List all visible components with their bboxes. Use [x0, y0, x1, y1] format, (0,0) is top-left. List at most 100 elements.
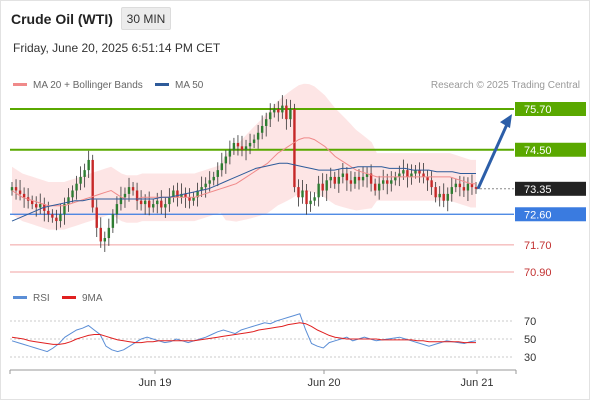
candle-body [248, 142, 252, 147]
candle-body [107, 227, 111, 239]
candle-body [200, 187, 203, 191]
candle-body [240, 146, 244, 150]
candle-body [466, 183, 470, 191]
candle-body [281, 105, 284, 113]
instrument-title: Crude Oil (WTI) [11, 11, 113, 27]
forecast-arrow-head [500, 114, 512, 129]
candle-body [398, 173, 401, 177]
candle-body [349, 180, 353, 184]
forecast-arrow-shaft [476, 121, 510, 190]
candle-body [273, 109, 276, 113]
bollinger-band-fill [12, 83, 476, 230]
ma50-line [11, 162, 476, 222]
price-label-resistance: 75.70 [524, 104, 552, 116]
candle-body [402, 170, 405, 174]
candle-body [14, 187, 18, 191]
candle-body [91, 159, 94, 208]
candle-body [232, 142, 236, 150]
candle-body [10, 187, 14, 191]
candle-body [309, 200, 312, 205]
candle-body [139, 200, 143, 205]
candle-body [180, 193, 183, 198]
candle-body [103, 238, 106, 242]
candle-body [63, 204, 66, 215]
candle-body [365, 173, 369, 177]
candle-body [252, 139, 256, 143]
candle-body [293, 109, 296, 188]
price-levels [10, 108, 514, 273]
candle-body [269, 112, 272, 120]
bollinger-bands [12, 83, 476, 230]
candle-body [301, 190, 304, 198]
candle-body [192, 197, 195, 201]
candle-body [426, 176, 429, 181]
candle-body [373, 183, 377, 191]
candle-body [176, 190, 179, 198]
candle-body [152, 204, 155, 208]
candle-body [18, 190, 22, 194]
candle-body [51, 214, 54, 218]
candle-body [256, 132, 260, 140]
candle-body [418, 170, 421, 174]
candle-body [184, 193, 187, 198]
candle-body [131, 187, 135, 191]
candle-body [123, 193, 127, 198]
candle-body [244, 146, 248, 150]
candle-body [115, 204, 119, 215]
candle-body [333, 176, 336, 184]
timeframe-button[interactable]: 30 MIN [121, 7, 171, 30]
candle-body [337, 176, 341, 184]
x-tick-label: Jun 20 [307, 377, 340, 389]
candle-body [470, 183, 474, 188]
candle-body [369, 173, 373, 184]
candle-body [321, 183, 324, 191]
rsi-swatch [13, 295, 27, 299]
candle-body [216, 170, 219, 177]
x-tick-label: Jun 19 [138, 377, 171, 389]
rsi-label: RSI [33, 293, 50, 304]
price-label-support: 71.70 [524, 240, 552, 252]
candle-body [39, 204, 42, 208]
candle-body [220, 163, 224, 171]
candle-body [289, 109, 292, 120]
ma20-swatch [13, 82, 27, 86]
candle-body [406, 170, 409, 177]
candles [10, 95, 478, 252]
candle-body [71, 190, 74, 198]
candle-body [305, 190, 308, 205]
forecast-arrow [476, 114, 512, 190]
price-label-bg [515, 142, 586, 157]
candle-body [458, 183, 462, 188]
copyright-text: Research © 2025 Trading Central [430, 80, 580, 91]
candle-body [438, 193, 441, 198]
candle-body [67, 197, 70, 205]
candle-body [55, 217, 58, 222]
candle-body [285, 105, 288, 120]
price-labels: 75.70 74.50 73.35 72.60 71.70 70.90 [515, 102, 586, 279]
candle-body [208, 180, 211, 184]
candle-body [99, 227, 102, 242]
candle-body [119, 197, 123, 205]
candle-body [430, 180, 433, 188]
price-label-support: 70.90 [524, 267, 552, 279]
price-label-bg [515, 181, 586, 196]
ma20-label: MA 20 + Bollinger Bands [33, 80, 143, 91]
candle-body [325, 180, 328, 191]
candle-body [87, 159, 90, 171]
rsi-ma-label: 9MA [82, 293, 103, 304]
candle-body [382, 180, 385, 184]
moving-averages [11, 137, 476, 222]
candle-body [172, 190, 175, 198]
candle-body [260, 125, 264, 133]
candle-body [353, 176, 357, 184]
candle-body [394, 176, 397, 181]
candle-body [156, 200, 159, 205]
candle-body [450, 187, 453, 194]
candle-body [236, 142, 240, 147]
candle-body [329, 176, 332, 181]
x-tick-label: Jun 21 [460, 377, 493, 389]
candle-body [442, 193, 445, 201]
candle-body [446, 193, 449, 201]
legend-ma20: MA 20 + Bollinger Bands [13, 80, 143, 91]
